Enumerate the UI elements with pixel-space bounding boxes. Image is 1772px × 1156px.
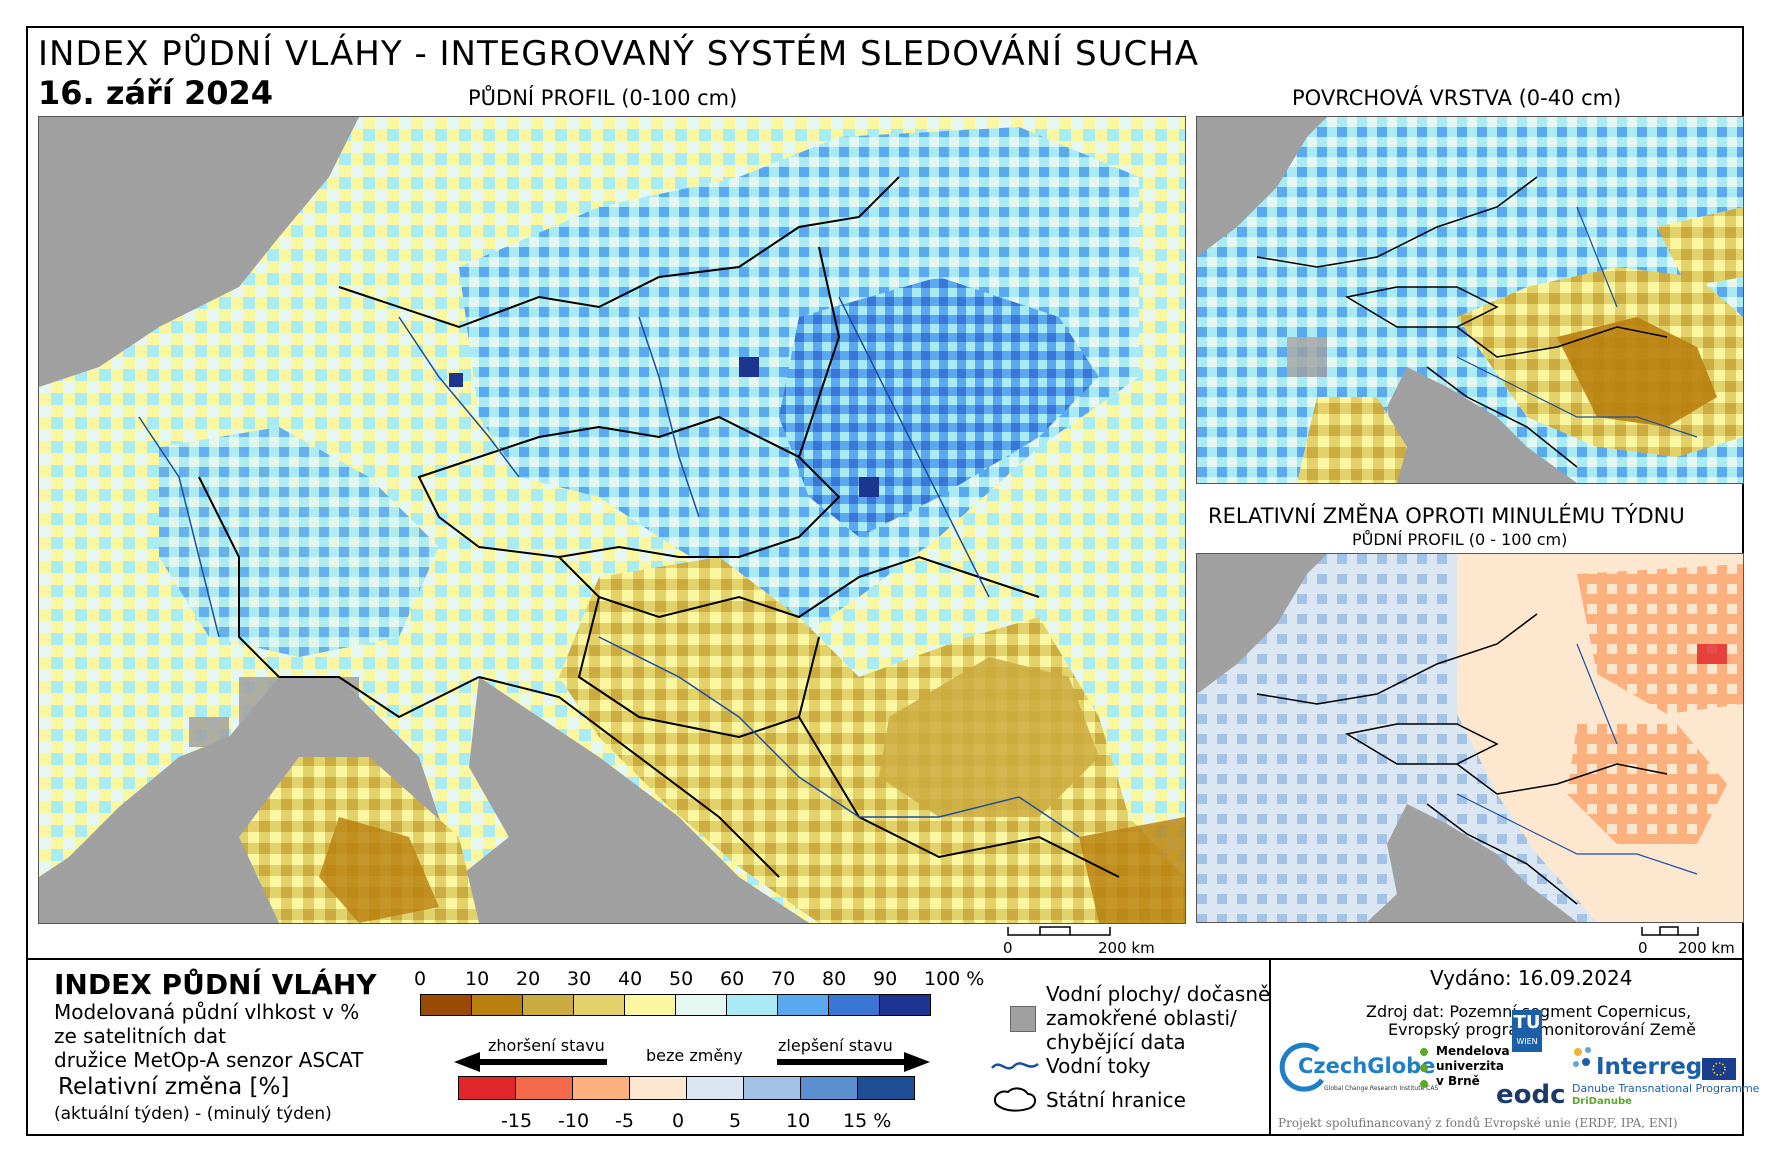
water-label-1: Vodní plochy/ dočasně [1046,982,1271,1006]
index-tick: 100 % [924,968,985,990]
legend-desc-3: družice MetOp-A senzor ASCAT [54,1048,364,1072]
index-color-bar [420,994,931,1016]
water-swatch [1010,1006,1036,1032]
change-tick: -15 [501,1110,533,1132]
index-swatch [828,994,880,1016]
index-tick: 60 [720,968,745,990]
interreg-logo-text: Interreg [1596,1054,1703,1080]
small-scale-zero: 0 [1638,939,1648,957]
mendel-logo-dots-icon [1420,1048,1428,1088]
surface-layer-map[interactable] [1196,116,1744,484]
change-swatch [629,1076,687,1100]
index-tick: 90 [873,968,898,990]
change-map-caption: RELATIVNÍ ZMĚNA OPROTI MINULÉMU TÝDNU [1208,504,1685,528]
legend-divider [26,958,1744,960]
index-swatch [420,994,472,1016]
eu-flag-icon [1702,1058,1736,1080]
change-swatch [572,1076,630,1100]
relative-change-map[interactable] [1196,553,1744,923]
main-map-caption: PŮDNÍ PROFIL (0-100 cm) [468,86,738,110]
change-swatch [857,1076,915,1100]
worse-label: zhoršení stavu [488,1036,605,1055]
main-map-scale-bar [1007,926,1111,936]
border-symbol-icon [994,1087,1036,1112]
page-title: INDEX PŮDNÍ VLÁHY - INTEGROVANÝ SYSTÉM S… [38,34,1200,74]
index-tick: 50 [669,968,694,990]
borders-label: Státní hranice [1046,1088,1186,1112]
index-tick: 30 [567,968,592,990]
river-symbol-icon [991,1062,1039,1070]
interreg-logo-icon [1573,1047,1591,1067]
main-scale-label: 200 km [1098,939,1155,957]
index-swatch [624,994,676,1016]
change-tick: -5 [615,1110,634,1132]
nochange-label: beze změny [646,1046,743,1065]
index-tick: 0 [414,968,427,990]
water-label-3: chybějící data [1046,1030,1186,1054]
index-tick: 10 [465,968,490,990]
change-map-subcaption: PŮDNÍ PROFIL (0 - 100 cm) [1352,530,1568,549]
issue-date-heading: 16. září 2024 [38,74,273,112]
czechglobe-logo-text: CzechGlobe [1298,1054,1436,1078]
index-swatch [777,994,829,1016]
issued-date: Vydáno: 16.09.2024 [1430,966,1633,990]
change-legend-desc: (aktuální týden) - (minulý týden) [54,1104,332,1124]
mendel-logo-text: Mendelova univerzita v Brně [1436,1044,1510,1088]
change-legend-title: Relativní změna [%] [58,1074,290,1100]
legend-desc-1: Modelovaná půdní vlhkost v % [54,1000,360,1024]
main-soil-moisture-map[interactable] [38,116,1186,924]
index-swatch [726,994,778,1016]
index-swatch [471,994,523,1016]
change-direction-arrows [454,1052,930,1072]
change-tick: 15 % [843,1110,892,1132]
index-tick: 20 [516,968,541,990]
main-scale-zero: 0 [1003,939,1013,957]
change-tick: 5 [729,1110,742,1132]
info-divider [1269,958,1271,1136]
small-map-scale-bar [1641,926,1699,936]
change-swatch [800,1076,858,1100]
change-swatch [458,1076,516,1100]
change-swatch [515,1076,573,1100]
czechglobe-logo-sub: Global Change Research Institute CAS [1324,1085,1439,1092]
legend-desc-2: ze satelitních dat [54,1024,226,1048]
czechglobe-logo-icon [1279,1042,1325,1092]
interreg-sub-2: DriDanube [1572,1096,1632,1107]
index-swatch [573,994,625,1016]
change-tick: 10 [786,1110,811,1132]
better-label: zlepšení stavu [778,1036,893,1055]
change-swatch [743,1076,801,1100]
change-tick: 0 [672,1110,685,1132]
small-scale-label: 200 km [1678,939,1735,957]
rivers-label: Vodní toky [1046,1054,1151,1078]
index-swatch [522,994,574,1016]
index-tick: 70 [771,968,796,990]
surface-map-caption: POVRCHOVÁ VRSTVA (0-40 cm) [1292,86,1622,110]
change-swatch [686,1076,744,1100]
change-color-bar [458,1076,915,1100]
tu-wien-logo: TU WIEN [1512,1010,1542,1052]
index-tick: 80 [822,968,847,990]
water-label-2: zamokřené oblasti/ [1046,1006,1237,1030]
index-tick: 40 [618,968,643,990]
index-swatch [675,994,727,1016]
change-tick: -10 [558,1110,590,1132]
funding-footer: Projekt spolufinancovaný z fondů Evropsk… [1278,1116,1678,1130]
eodc-logo: eodc [1496,1080,1566,1110]
interreg-sub-1: Danube Transnational Programme [1572,1082,1760,1095]
legend-title: INDEX PŮDNÍ VLÁHY [54,968,377,1001]
index-swatch [879,994,931,1016]
